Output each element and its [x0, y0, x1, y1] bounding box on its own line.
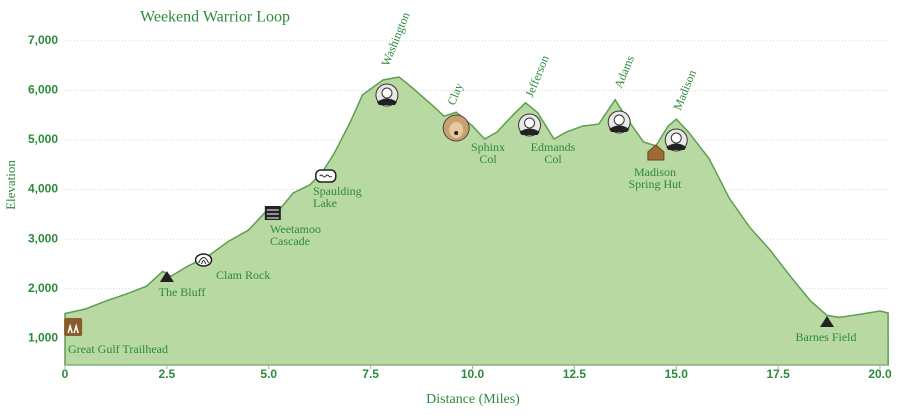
annotation: Clay — [442, 81, 470, 142]
annotation-label: Clam Rock — [216, 268, 270, 282]
annotation-label: Barnes Field — [796, 330, 857, 344]
icon-tent — [820, 316, 835, 327]
annotation-label: Clay — [444, 81, 465, 107]
annotation-label: Madison — [634, 165, 676, 179]
icon-portrait-head — [613, 114, 625, 126]
annotation-label: Jefferson — [522, 53, 551, 99]
elevation-area — [64, 76, 889, 366]
icon-hikers — [67, 323, 79, 334]
x-tick-label: 2.5 — [159, 367, 176, 381]
x-axis-label: Distance (Miles) — [426, 392, 520, 407]
icon-portrait-coat — [609, 125, 630, 132]
annotation-label: Cascade — [270, 234, 310, 248]
x-tick-label: 0 — [62, 367, 69, 381]
y-tick-label: 5,000 — [28, 132, 58, 146]
icon-portrait-head — [670, 132, 682, 144]
icon-portrait-coat — [376, 98, 397, 105]
landmark-icon — [264, 206, 281, 220]
landmark-icon — [159, 271, 174, 282]
annotation: Great Gulf Trailhead — [64, 318, 168, 356]
landmark-icon — [194, 253, 213, 267]
x-tick-label: 17.5 — [766, 367, 790, 381]
annotation: Barnes Field — [796, 316, 857, 344]
icon-lake-wave — [319, 174, 333, 178]
icon-shell-lines — [198, 257, 210, 265]
icon-tent — [159, 271, 174, 282]
x-tick-label: 10.0 — [461, 367, 485, 381]
icon-falls-lines — [266, 209, 279, 219]
landmark-icon — [442, 114, 470, 142]
icon-portrait-head — [524, 117, 536, 129]
landmark-icon — [64, 318, 83, 336]
annotation-label: Washington — [378, 10, 412, 68]
annotation-label: Col — [479, 152, 497, 166]
landmark-icon — [647, 144, 665, 161]
annotation: Clam Rock — [194, 253, 270, 282]
chart-title: Weekend Warrior Loop — [140, 9, 290, 26]
annotation: The Bluff — [159, 271, 206, 299]
annotation-label: The Bluff — [159, 285, 206, 299]
annotation-label: Weetamoo — [270, 222, 321, 236]
y-axis-label: Elevation — [3, 160, 18, 210]
landmark-icon — [664, 128, 688, 152]
icon-hut — [647, 144, 665, 161]
y-tick-label: 7,000 — [28, 33, 58, 47]
landmark-icon — [375, 83, 399, 107]
icon-sign — [64, 318, 83, 336]
annotation-label: Adams — [611, 53, 637, 90]
x-tick-label: 5.0 — [260, 367, 277, 381]
y-tick-label: 6,000 — [28, 83, 58, 97]
annotation-label: Spring Hut — [628, 177, 682, 191]
x-tick-label: 7.5 — [362, 367, 379, 381]
annotation: Adams — [607, 53, 637, 134]
annotation-label: Spaulding — [313, 184, 362, 198]
icon-dog-face — [449, 122, 464, 138]
landmark-icon — [518, 113, 542, 137]
annotation-label: Great Gulf Trailhead — [68, 342, 168, 356]
landmark-icon — [820, 316, 835, 327]
y-tick-label: 1,000 — [28, 330, 58, 344]
x-tick-label: 12.5 — [563, 367, 587, 381]
landmark-icon — [607, 110, 631, 134]
icon-dog-nose — [454, 131, 459, 135]
icon-portrait-head — [381, 87, 393, 99]
y-tick-label: 4,000 — [28, 182, 58, 196]
annotation-label: Col — [544, 152, 562, 166]
y-tick-label: 2,000 — [28, 281, 58, 295]
annotation: Jefferson — [518, 53, 552, 137]
icon-portrait-coat — [519, 128, 540, 135]
annotation-label: Sphinx — [471, 140, 505, 154]
annotation-label: Edmands — [531, 140, 576, 154]
y-tick-label: 3,000 — [28, 231, 58, 245]
icon-portrait-coat — [666, 143, 687, 150]
annotation-label: Lake — [313, 196, 337, 210]
x-tick-label: 20.0 — [868, 367, 892, 381]
x-tick-label: 15.0 — [665, 367, 689, 381]
landmark-icon — [315, 169, 337, 183]
